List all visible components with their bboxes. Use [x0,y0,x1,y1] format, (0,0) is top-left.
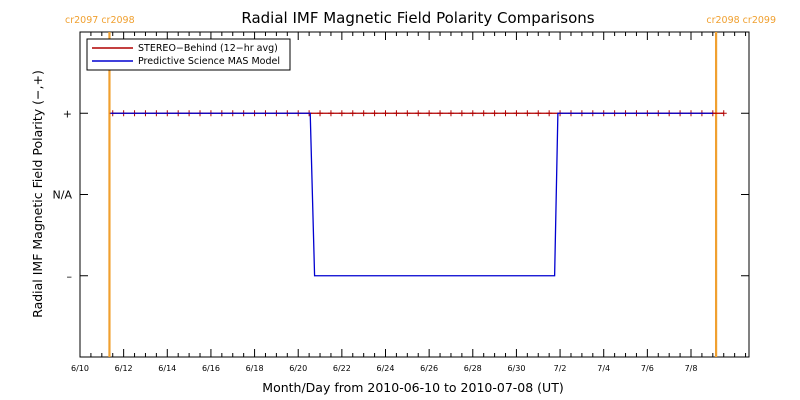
carrington-rotation-labels: cr2097 cr2098 cr2098 cr2099 [65,15,776,26]
legend: STEREO−Behind (12−hr avg) Predictive Sci… [86,38,291,71]
y-tick-label: N/A [53,189,73,202]
chart-title: Radial IMF Magnetic Field Polarity Compa… [241,9,594,27]
stereo-data-point [404,110,411,117]
x-tick-label: 6/10 [71,364,89,373]
x-tick-label: 6/20 [289,364,307,373]
y-tick-labels: + N/A – [53,107,73,283]
x-tick-label: 6/28 [464,364,482,373]
carrington-label: cr2097 cr2098 [65,15,135,26]
stereo-data-point [469,110,476,117]
x-tick-labels: 6/10 6/12 6/14 6/16 6/18 6/20 6/22 6/24 6/26 6/28… [71,364,697,373]
mas-model-line [110,112,713,277]
x-tick-label: 6/30 [507,364,525,373]
stereo-data-point [371,110,378,117]
y-tick-label: + [63,107,72,120]
x-tick-label: 7/2 [554,364,567,373]
x-tick-label: 6/12 [115,364,133,373]
axis-ticks [79,32,749,357]
plot-frame [79,31,750,358]
x-tick-label: 6/16 [202,364,220,373]
carrington-label: cr2098 cr2099 [706,15,776,26]
x-tick-label: 6/22 [333,364,351,373]
stereo-data-point [513,110,520,117]
stereo-data-point [415,110,422,117]
x-tick-label: 6/26 [420,364,438,373]
legend-label-stereo: STEREO−Behind (12−hr avg) [138,43,278,54]
carrington-rotation-lines [108,32,718,357]
x-tick-label: 7/8 [685,364,698,373]
x-tick-label: 6/24 [377,364,395,373]
stereo-data-point [491,110,498,117]
x-tick-label: 7/6 [641,364,654,373]
stereo-data-point [480,110,487,117]
y-tick-label: – [67,270,73,283]
stereo-data-point [502,110,509,117]
stereo-data-point [382,110,389,117]
stereo-data-point [327,110,334,117]
stereo-data-point [317,110,324,117]
stereo-data-point [447,110,454,117]
stereo-data-point [349,110,356,117]
stereo-data-point [360,110,367,117]
x-axis-label: Month/Day from 2010-06-10 to 2010-07-08 … [262,380,563,395]
stereo-data-point [720,110,727,117]
x-tick-label: 6/18 [246,364,264,373]
stereo-data-point [437,110,444,117]
stereo-data-point [393,110,400,117]
stereo-data-point [338,110,345,117]
stereo-data-point [546,110,553,117]
y-axis-label: Radial IMF Magnetic Field Polarity (−,+) [30,70,45,318]
stereo-data-point [458,110,465,117]
stereo-data-point [426,110,433,117]
stereo-data-point [524,110,531,117]
x-tick-label: 7/4 [597,364,610,373]
series-layer [109,110,727,277]
x-tick-label: 6/14 [158,364,176,373]
legend-label-mas-model: Predictive Science MAS Model [138,56,280,67]
legend-box [86,38,291,71]
stereo-data-point [535,110,542,117]
